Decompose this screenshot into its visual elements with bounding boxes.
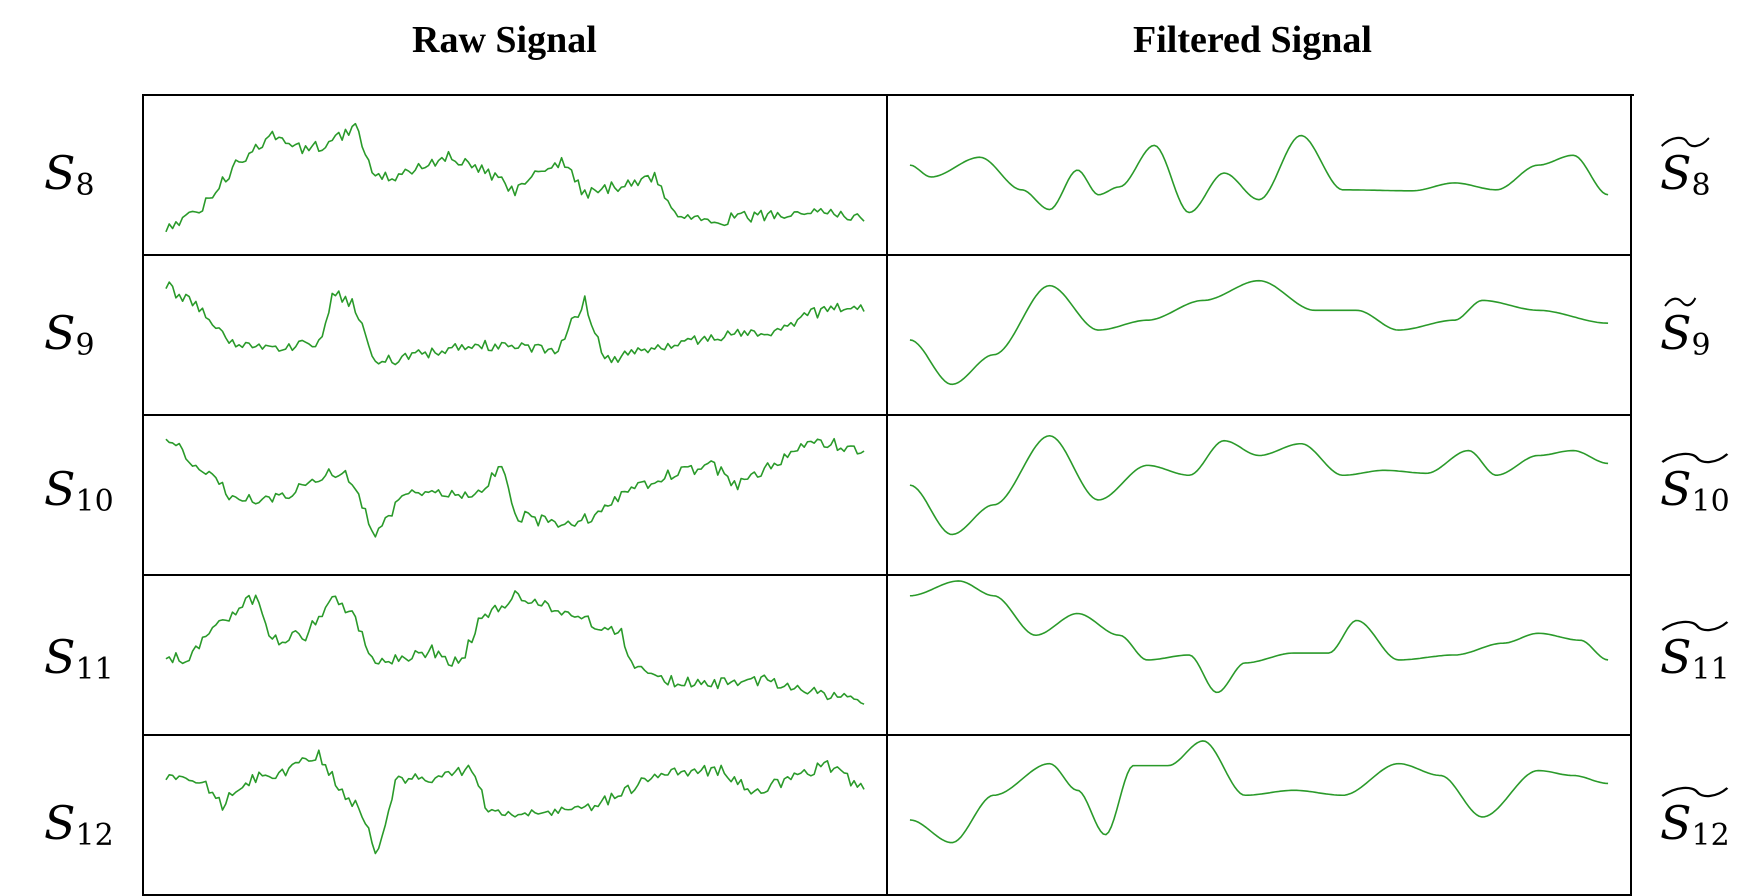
raw-label-s12: S12 bbox=[44, 796, 114, 853]
raw-label-s9: S9 bbox=[44, 306, 95, 363]
filtered-signal-cell-s12 bbox=[888, 736, 1632, 896]
raw-signal-plot-s8 bbox=[165, 122, 865, 233]
raw-label-s8: S8 bbox=[44, 146, 95, 203]
filtered-signal-cell-s11 bbox=[888, 576, 1632, 736]
raw-signal-header: Raw Signal bbox=[412, 19, 597, 61]
filtered-signal-header: Filtered Signal bbox=[1133, 19, 1372, 61]
raw-signal-plot-s10 bbox=[165, 437, 865, 538]
raw-signal-cell-s8 bbox=[144, 96, 888, 256]
filtered-signal-trace-s9 bbox=[909, 279, 1609, 386]
raw-signal-cell-s9 bbox=[144, 256, 888, 416]
raw-signal-plot-s12 bbox=[165, 749, 865, 855]
filtered-signal-cell-s9 bbox=[888, 256, 1632, 416]
filtered-signal-trace-s8 bbox=[909, 134, 1609, 214]
filtered-label-s8: S8 bbox=[1660, 136, 1711, 201]
filtered-signal-cell-s10 bbox=[888, 416, 1632, 576]
filtered-signal-plot-s12 bbox=[909, 740, 1609, 844]
raw-label-s10: S10 bbox=[44, 462, 114, 519]
filtered-label-s12: S12 bbox=[1660, 786, 1730, 851]
raw-signal-trace-s8 bbox=[165, 122, 865, 233]
raw-signal-plot-s9 bbox=[165, 281, 865, 366]
raw-label-s11: S11 bbox=[44, 630, 114, 687]
raw-signal-plot-s11 bbox=[165, 590, 865, 705]
raw-signal-cell-s10 bbox=[144, 416, 888, 576]
filtered-signal-plot-s10 bbox=[909, 434, 1609, 536]
raw-signal-cell-s11 bbox=[144, 576, 888, 736]
filtered-signal-trace-s12 bbox=[909, 740, 1609, 844]
filtered-signal-cell-s8 bbox=[888, 96, 1632, 256]
filtered-label-s10: S10 bbox=[1660, 452, 1730, 517]
raw-signal-trace-s12 bbox=[165, 749, 865, 855]
raw-signal-cell-s12 bbox=[144, 736, 888, 896]
filtered-label-s9: S9 bbox=[1660, 297, 1711, 361]
raw-signal-trace-s9 bbox=[165, 281, 865, 366]
filtered-signal-trace-s11 bbox=[909, 580, 1609, 694]
filtered-signal-plot-s8 bbox=[909, 134, 1609, 214]
tilde-accent bbox=[1664, 297, 1697, 307]
filtered-label-s11: S11 bbox=[1660, 620, 1730, 685]
tilde-accent bbox=[1661, 786, 1729, 798]
tilde-accent bbox=[1661, 452, 1729, 464]
tilde-accent bbox=[1661, 620, 1729, 632]
tilde-accent bbox=[1661, 136, 1710, 148]
raw-signal-trace-s11 bbox=[165, 590, 865, 705]
raw-signal-trace-s10 bbox=[165, 437, 865, 538]
filtered-signal-plot-s11 bbox=[909, 580, 1609, 694]
filtered-signal-trace-s10 bbox=[909, 434, 1609, 536]
filtered-signal-plot-s9 bbox=[909, 279, 1609, 386]
signal-grid bbox=[142, 94, 1634, 896]
